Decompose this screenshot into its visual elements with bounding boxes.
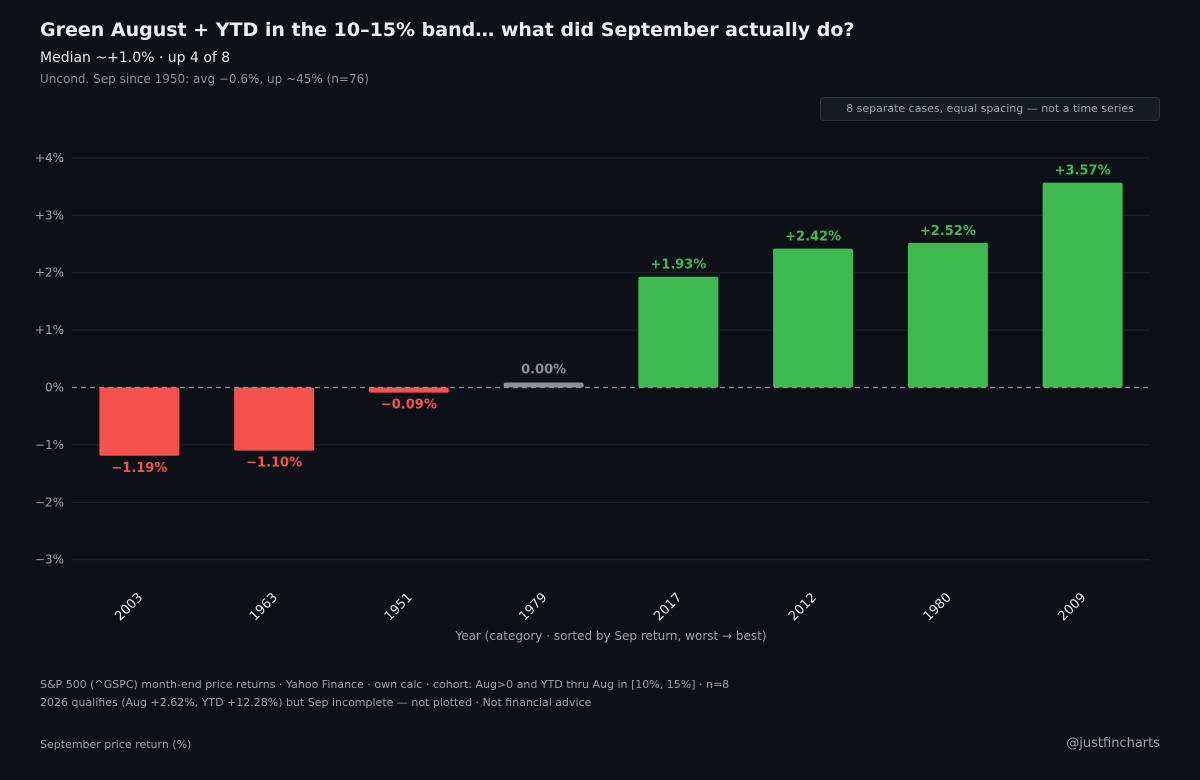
x-tick-label: 1951 [382, 590, 416, 624]
value-labels: −1.19% −1.10% −0.09% 0.00% +1.93% +2.42% +2.52… [111, 164, 1110, 476]
value-label: −1.10% [246, 456, 302, 471]
x-axis-ticks: 2003 1963 1951 1979 2017 2012 1980 2009 [112, 590, 1089, 624]
y-tick-label: 0% [45, 381, 64, 395]
bar [368, 387, 449, 393]
chart-subtitle: Median ~+1.0% · up 4 of 8 [40, 50, 231, 66]
value-label: −0.09% [381, 398, 437, 413]
value-label: +2.42% [785, 230, 841, 245]
y-axis-label: September price return (%) [40, 738, 192, 751]
y-tick-label: −2% [35, 495, 64, 509]
bar [773, 248, 854, 388]
footnote-disclaimer: 2026 qualifies (Aug +2.62%, YTD +12.28%)… [40, 696, 592, 709]
value-label: +1.93% [650, 258, 706, 273]
y-tick-label: +3% [35, 208, 64, 222]
bars [99, 182, 1123, 456]
y-tick-label: +1% [35, 323, 64, 337]
bar [1042, 182, 1123, 388]
value-label: +2.52% [920, 224, 976, 239]
x-axis-label: Year (category · sorted by Sep return, w… [454, 629, 766, 643]
x-tick-label: 1980 [921, 590, 955, 624]
value-label: −1.19% [111, 461, 167, 476]
x-tick-label: 1963 [247, 590, 281, 624]
bar [503, 382, 584, 388]
author-handle: @justfincharts [1066, 736, 1160, 751]
bar-chart: +4% +3% +2% +1% 0% −1% −2% −3% −1.19% −1.10% −0.0… [35, 151, 1150, 643]
y-axis-ticks: +4% +3% +2% +1% 0% −1% −2% −3% [35, 151, 64, 567]
bar [99, 387, 180, 456]
x-tick-label: 2003 [112, 590, 146, 624]
footnote-source: S&P 500 (^GSPC) month-end price returns … [40, 678, 730, 691]
x-tick-label: 2012 [786, 590, 820, 624]
bar [907, 242, 988, 388]
spacing-note-badge: 8 separate cases, equal spacing — not a … [820, 97, 1160, 121]
x-tick-label: 1979 [516, 590, 550, 624]
y-tick-label: +2% [35, 266, 64, 280]
chart-subnote: Uncond. Sep since 1950: avg −0.6%, up ~4… [40, 72, 369, 86]
bar [234, 387, 315, 451]
y-tick-label: +4% [35, 151, 64, 165]
x-tick-label: 2017 [651, 590, 685, 624]
x-tick-label: 2009 [1055, 590, 1089, 624]
y-tick-label: −1% [35, 438, 64, 452]
y-tick-label: −3% [35, 553, 64, 567]
chart-title: Green August + YTD in the 10–15% band… w… [40, 19, 855, 41]
value-label: 0.00% [521, 363, 566, 378]
bar [638, 276, 719, 388]
value-label: +3.57% [1055, 164, 1111, 179]
grid-lines [72, 157, 1150, 561]
